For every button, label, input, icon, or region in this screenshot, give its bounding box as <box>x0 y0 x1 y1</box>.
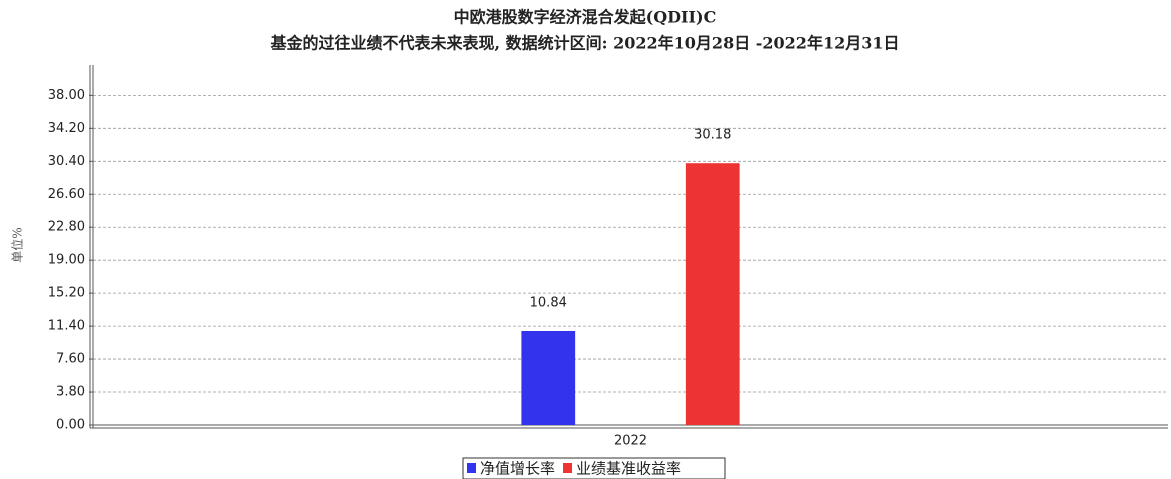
y-tick-label: 19.00 <box>48 253 85 268</box>
y-axis-label: 单位% <box>10 227 25 262</box>
y-tick-label: 0.00 <box>56 418 85 433</box>
y-tick-label: 26.60 <box>48 187 85 202</box>
legend-swatch <box>467 463 476 473</box>
y-tick-label: 30.40 <box>48 154 85 169</box>
legend-swatch <box>563 463 573 473</box>
y-tick-label: 38.00 <box>48 88 85 103</box>
legend-box <box>462 457 726 479</box>
data-label: 10.84 <box>530 295 567 310</box>
bar <box>685 163 740 426</box>
legend-label: 业绩基准收益率 <box>576 460 681 478</box>
y-tick-label: 15.20 <box>48 286 85 301</box>
chart-title: 中欧港股数字经济混合发起(QDII)C <box>454 8 717 27</box>
chart-subtitle: 基金的过往业绩不代表未来表现, 数据统计区间: 2022年10月28日 -202… <box>270 34 900 53</box>
data-label: 30.18 <box>694 128 731 143</box>
y-tick-label: 7.60 <box>56 352 85 367</box>
y-tick-label: 34.20 <box>48 121 85 136</box>
y-tick-label: 3.80 <box>56 385 85 400</box>
y-tick-label: 11.40 <box>48 319 85 334</box>
y-tick-label: 22.80 <box>48 220 85 235</box>
bar <box>521 330 576 425</box>
x-tick-label: 2022 <box>614 434 647 449</box>
legend-label: 净值增长率 <box>480 460 555 478</box>
